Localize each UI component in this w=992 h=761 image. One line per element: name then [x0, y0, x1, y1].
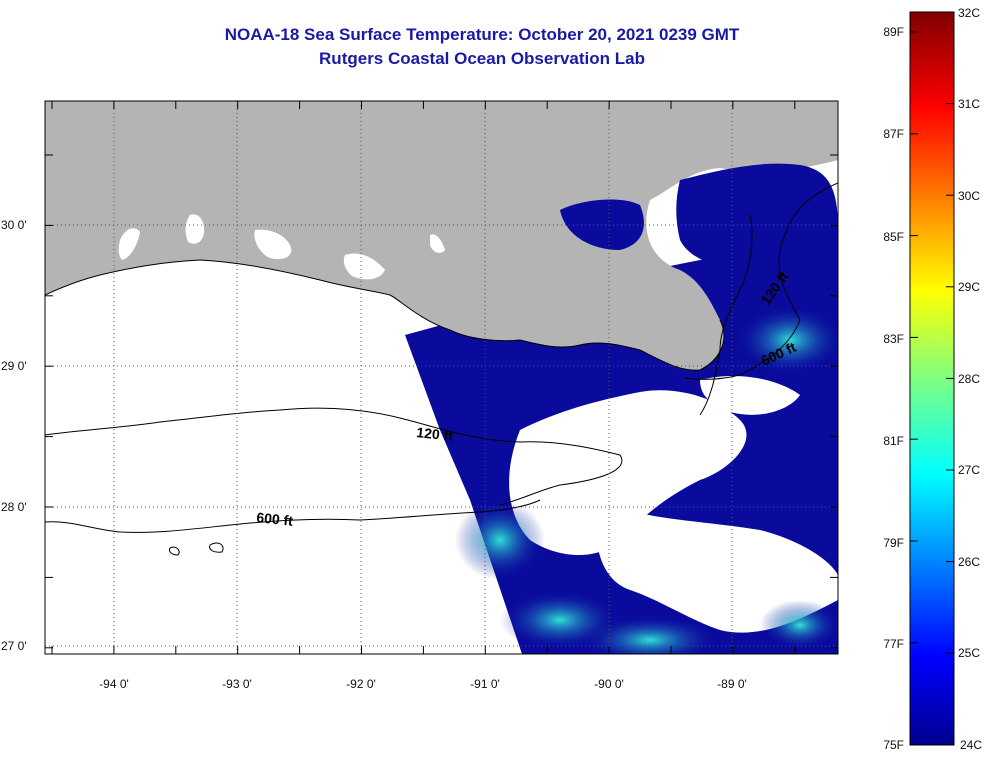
celsius-label: 29C: [958, 280, 980, 294]
celsius-label: 24C: [960, 738, 982, 752]
map-subtitle: Rutgers Coastal Ocean Observation Lab: [319, 49, 645, 68]
lon-label: -89 0': [717, 677, 747, 691]
lon-label: -90 0': [594, 677, 624, 691]
warm-water: [580, 615, 720, 654]
colorbar-ticks: [910, 11, 954, 746]
lon-label: -93 0': [222, 677, 252, 691]
fahrenheit-label: 75F: [883, 738, 904, 752]
isobath-600ft: [45, 499, 541, 533]
fahrenheit-label: 77F: [883, 637, 904, 651]
warm-water: [760, 600, 838, 650]
warm-water: [735, 305, 838, 375]
cloud-patch: [596, 500, 838, 633]
fahrenheit-label: 81F: [883, 434, 904, 448]
graticule: [45, 101, 838, 654]
cloud-patch: [700, 375, 800, 415]
lake: [254, 229, 292, 260]
celsius-label: 31C: [958, 97, 980, 111]
lat-label: 27 0': [1, 639, 27, 653]
coastline: [45, 259, 725, 371]
fahrenheit-label: 89F: [883, 25, 904, 39]
map-area: 120 ft 600 ft 120 ft 600 ft: [45, 101, 838, 654]
longitude-labels: -94 0' -93 0' -92 0' -91 0' -90 0' -89 0…: [99, 677, 747, 691]
celsius-label: 27C: [958, 463, 980, 477]
colorbar-fahrenheit-labels: 89F 87F 85F 83F 81F 79F 77F 75F: [883, 25, 904, 752]
celsius-label: 25C: [958, 646, 980, 660]
fahrenheit-label: 79F: [883, 536, 904, 550]
contour-label: 120 ft: [416, 424, 454, 444]
celsius-label: 26C: [958, 555, 980, 569]
lake: [185, 214, 205, 244]
islands: [169, 542, 224, 556]
celsius-label: 30C: [958, 189, 980, 203]
marsh: [676, 163, 838, 267]
lon-label: -91 0': [470, 677, 500, 691]
fahrenheit-label: 85F: [883, 230, 904, 244]
celsius-label: 28C: [958, 372, 980, 386]
lon-label: -92 0': [346, 677, 376, 691]
contour-label: 600 ft: [256, 509, 294, 529]
fahrenheit-label: 87F: [883, 127, 904, 141]
lat-label: 30 0': [1, 218, 27, 232]
lake: [118, 228, 140, 260]
celsius-label: 32C: [958, 6, 980, 20]
frame-ticks: [45, 101, 838, 654]
lat-label: 29 0': [1, 359, 27, 373]
lat-label: 28 0': [1, 500, 27, 514]
latitude-labels: 30 0' 29 0' 28 0' 27 0': [1, 218, 27, 653]
cloud-patch: [509, 390, 747, 555]
lake: [430, 234, 445, 253]
map-frame: [44, 100, 839, 655]
land: [45, 101, 838, 371]
colorbar-celsius-labels: 32C 31C 30C 29C 28C 27C 26C 25C 24C: [958, 6, 982, 752]
isobath-120ft-east: [699, 214, 753, 416]
isobath-600ft-east: [684, 182, 838, 380]
lake: [343, 253, 385, 280]
map-title: NOAA-18 Sea Surface Temperature: October…: [224, 25, 740, 44]
lon-label: -94 0': [99, 677, 129, 691]
fahrenheit-label: 83F: [883, 332, 904, 346]
isobath-120ft: [45, 407, 623, 506]
warm-water: [455, 500, 545, 580]
